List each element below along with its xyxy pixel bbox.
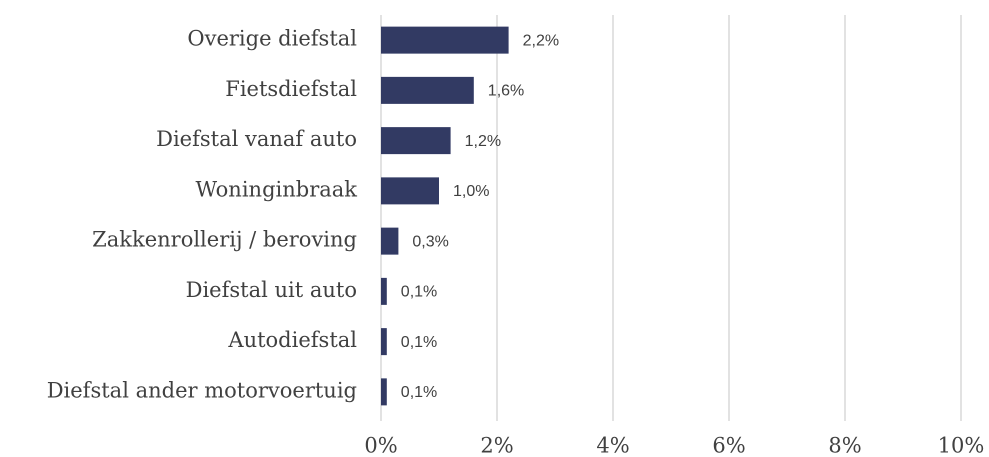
data-label: 1,2% — [465, 133, 501, 150]
x-tick-label: 2% — [480, 434, 513, 457]
x-tick-label: 6% — [712, 434, 745, 457]
bar — [381, 378, 387, 406]
y-tick-label: Fietsdiefstal — [225, 77, 357, 101]
bar — [381, 277, 387, 305]
bar — [381, 177, 439, 205]
x-tick-label: 8% — [828, 434, 861, 457]
x-tick-label: 0% — [364, 434, 397, 457]
data-label: 0,1% — [401, 384, 437, 401]
y-tick-label: Autodiefstal — [227, 328, 357, 352]
y-tick-label: Overige diefstal — [187, 27, 357, 51]
x-tick-label: 10% — [938, 434, 985, 457]
bar — [381, 76, 474, 104]
data-label: 1,0% — [453, 183, 489, 200]
data-label: 1,6% — [488, 83, 524, 100]
y-tick-label: Diefstal vanaf auto — [156, 127, 357, 151]
bar — [381, 227, 399, 255]
y-tick-label: Zakkenrollerij / beroving — [92, 228, 357, 252]
y-tick-label: Woninginbraak — [196, 177, 358, 201]
data-label: 0,1% — [401, 284, 437, 301]
x-tick-label: 4% — [596, 434, 629, 457]
y-tick-label: Diefstal ander motorvoertuig — [47, 378, 357, 402]
bar — [381, 26, 509, 54]
y-tick-label: Diefstal uit auto — [186, 278, 357, 302]
data-label: 2,2% — [523, 32, 559, 49]
bar — [381, 328, 387, 356]
data-label: 0,1% — [401, 334, 437, 351]
bar — [381, 127, 451, 155]
data-label: 0,3% — [412, 233, 448, 250]
